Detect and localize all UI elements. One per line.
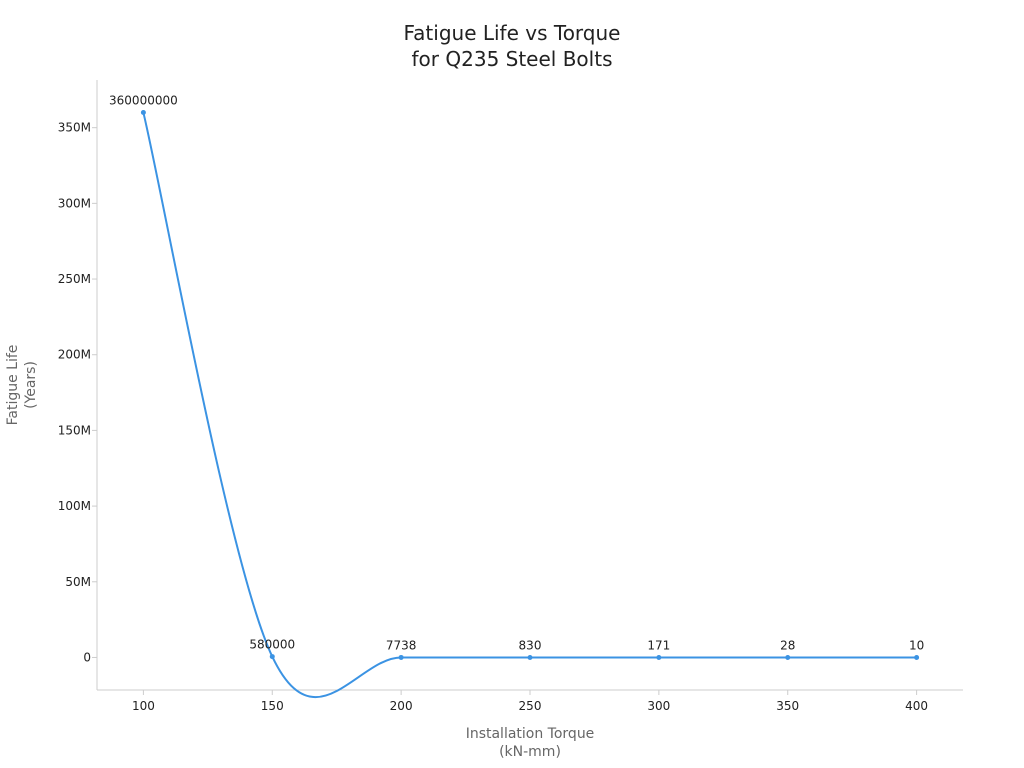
- series-line: [142, 112, 917, 698]
- x-tick-label: 350: [776, 699, 799, 713]
- y-axis-title-line-2: (Years): [23, 361, 39, 409]
- data-label: 28: [780, 638, 795, 652]
- data-label: 360000000: [109, 94, 178, 108]
- data-points: [140, 110, 920, 660]
- data-point: [269, 654, 275, 660]
- x-tick-label: 150: [261, 699, 284, 713]
- data-point: [140, 110, 146, 116]
- data-point: [785, 654, 791, 660]
- data-labels: 360000000 580000 7738 830 171 28 10: [109, 94, 924, 653]
- x-tick-label: 100: [132, 699, 155, 713]
- data-label: 171: [647, 638, 670, 652]
- y-tick-label: 0: [83, 650, 91, 664]
- data-point: [527, 654, 533, 660]
- x-tick-label: 300: [647, 699, 670, 713]
- data-label: 580000: [249, 638, 295, 652]
- y-axis-ticks: 0 50M 100M 150M 200M 250M 300M 350M: [58, 121, 97, 664]
- y-tick-label: 350M: [58, 121, 91, 135]
- y-tick-label: 100M: [58, 499, 91, 513]
- x-axis-ticks: 100 150 200 250 300 350 400: [132, 690, 928, 713]
- chart-title-line-1: Fatigue Life vs Torque: [404, 21, 621, 45]
- data-label: 7738: [386, 638, 417, 652]
- x-axis-title-line-2: (kN-mm): [499, 744, 561, 760]
- x-tick-label: 200: [390, 699, 413, 713]
- data-point: [914, 654, 920, 660]
- y-tick-label: 150M: [58, 423, 91, 437]
- y-tick-label: 250M: [58, 272, 91, 286]
- x-tick-label: 250: [519, 699, 542, 713]
- y-tick-label: 200M: [58, 348, 91, 362]
- y-axis-title-line-1: Fatigue Life: [5, 345, 21, 426]
- data-point: [656, 654, 662, 660]
- x-tick-label: 400: [905, 699, 928, 713]
- data-label: 10: [909, 638, 924, 652]
- y-tick-label: 50M: [65, 575, 91, 589]
- data-point: [398, 654, 404, 660]
- y-tick-label: 300M: [58, 196, 91, 210]
- data-label: 830: [519, 638, 542, 652]
- chart-title-line-2: for Q235 Steel Bolts: [412, 47, 613, 71]
- x-axis-title-line-1: Installation Torque: [466, 726, 595, 742]
